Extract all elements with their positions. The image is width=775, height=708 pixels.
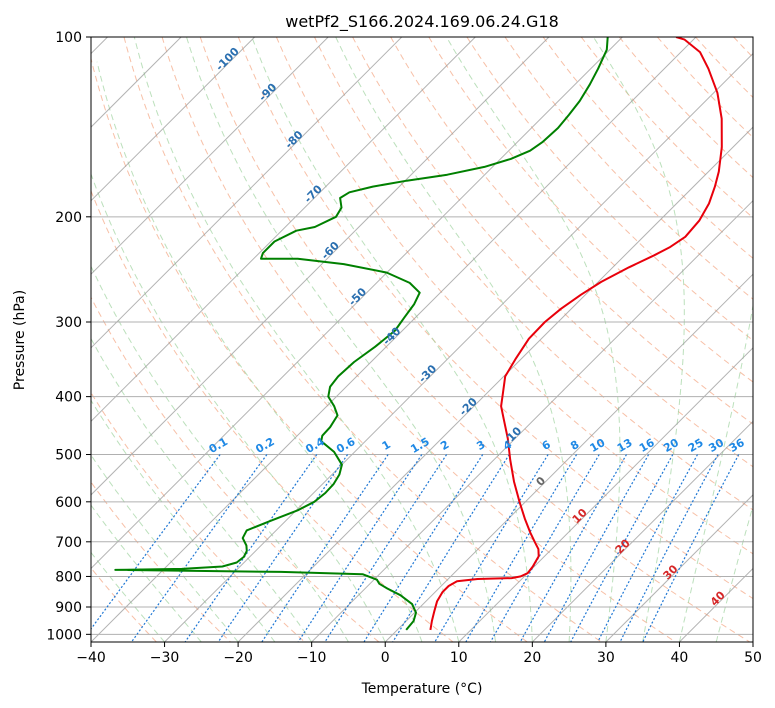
moist-adiabat-line (91, 337, 313, 642)
dry-adiabat-line (0, 37, 8, 642)
x-tick-label: 30 (597, 650, 615, 666)
isotherm-line (91, 37, 403, 349)
dewpoint-profile-line (114, 37, 609, 631)
dry-adiabat-line (91, 481, 231, 642)
mixing-ratio-line (261, 454, 389, 642)
y-tick-label: 700 (55, 535, 82, 551)
x-tick-label: −30 (150, 650, 180, 666)
chart-title: wetPf2_S166.2024.169.06.24.G18 (285, 12, 559, 32)
dry-adiabat-line (314, 37, 753, 511)
mixing-ratio-line (434, 454, 549, 642)
isotherm-line (91, 37, 256, 202)
moist-adiabat-line (335, 37, 572, 642)
y-tick-label: 500 (55, 448, 82, 464)
mixing-ratio-line (519, 454, 628, 642)
isotherm-line (531, 420, 753, 642)
isotherm-line (311, 199, 753, 642)
moist-adiabat-line (186, 37, 497, 642)
x-tick-label: 10 (450, 650, 468, 666)
grid-layer (0, 37, 753, 642)
plot-background (91, 37, 753, 642)
moist-adiabat-line (715, 504, 753, 642)
dry-adiabat-line (91, 189, 454, 642)
isotherm-line (384, 273, 753, 642)
isotherm-line (91, 37, 697, 642)
dry-adiabat-line (91, 56, 528, 642)
moist-adiabat-line (678, 303, 753, 642)
y-tick-label: 200 (55, 210, 82, 226)
dry-adiabat-line (91, 296, 380, 642)
mixing-ratio-line (465, 454, 578, 642)
moist-adiabat-line (91, 172, 386, 642)
x-tick-label: 20 (523, 650, 541, 666)
y-tick-label: 800 (55, 569, 82, 585)
axis-layer: −40 −30 −20 −10 0 10 20 30 40 50 100 200 300 400 500 60… (46, 30, 762, 666)
isotherm-line (91, 37, 329, 275)
plot-frame (90, 36, 754, 643)
x-axis-label: Temperature (°C) (361, 681, 483, 697)
moist-adiabat-line (446, 37, 621, 642)
x-tick-label: −40 (76, 650, 106, 666)
mixing-ratio-line (642, 454, 740, 642)
mixing-ratio-line (297, 454, 423, 642)
dry-adiabat-line (91, 391, 306, 642)
y-tick-label: 300 (55, 315, 82, 331)
mixing-ratio-line (619, 454, 719, 642)
temperature-profile-line (429, 37, 723, 631)
mixing-ratio-line (543, 454, 650, 642)
isotherm-line (91, 37, 623, 570)
y-tick-label: 100 (55, 30, 82, 46)
mixing-ratio-line (597, 454, 699, 642)
dry-adiabat-line (428, 37, 753, 383)
mixing-ratio-line (392, 454, 510, 642)
dry-adiabat-line (199, 37, 751, 642)
isotherm-line (91, 37, 550, 496)
moist-adiabat-line (592, 37, 685, 642)
x-tick-label: −10 (297, 650, 327, 666)
moist-adiabat-line (251, 37, 533, 642)
dry-adiabat-line (466, 37, 753, 341)
mixing-ratio-line (570, 454, 674, 642)
mixing-ratio-line (131, 454, 268, 642)
isotherm-line (164, 52, 753, 642)
moist-adiabat-line (91, 454, 239, 642)
x-tick-label: 40 (671, 650, 689, 666)
isotherm-line (752, 641, 753, 642)
y-tick-label: 400 (55, 390, 82, 406)
y-axis-label: Pressure (hPa) (12, 290, 28, 390)
moist-adiabat-line (133, 37, 460, 642)
y-tick-label: 900 (55, 600, 82, 616)
series-layer (114, 37, 723, 631)
moist-adiabat-line (96, 61, 423, 642)
y-tick-label: 1000 (46, 627, 82, 643)
mixing-ratio-line (184, 454, 318, 642)
isotherm-line (605, 494, 753, 642)
y-tick-label: 600 (55, 495, 82, 511)
mixing-ratio-line (91, 454, 221, 630)
mixing-ratio-line (489, 454, 600, 642)
dry-adiabat-line (542, 37, 753, 259)
isotherm-line (91, 37, 476, 423)
moist-adiabat-line (91, 504, 202, 642)
x-tick-label: −20 (223, 650, 253, 666)
x-tick-label: 50 (744, 650, 762, 666)
dry-adiabat-line (275, 37, 753, 555)
isotherm-line (458, 347, 753, 642)
isotherm-line (237, 126, 753, 642)
dry-adiabat-line (123, 37, 602, 642)
x-tick-label: 0 (381, 650, 390, 666)
